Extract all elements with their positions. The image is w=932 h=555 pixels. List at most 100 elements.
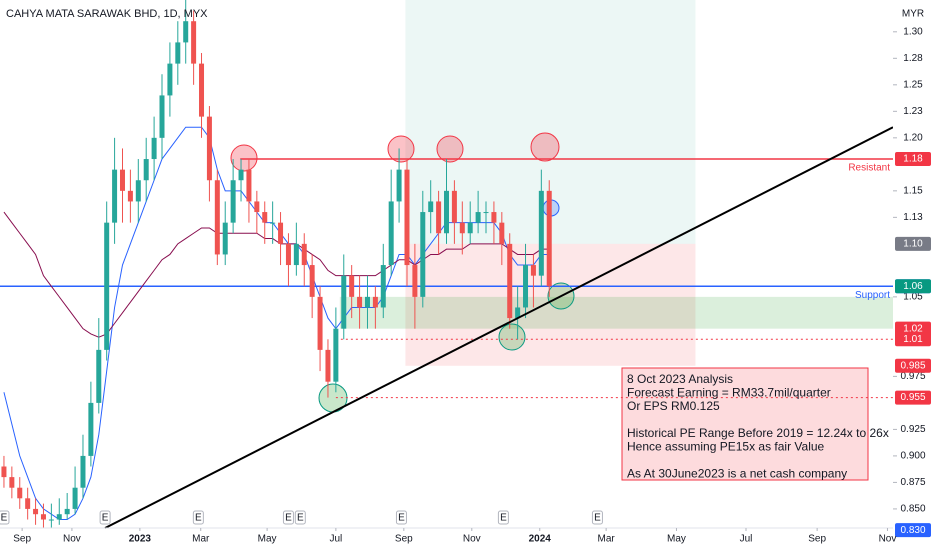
circle [530,132,560,162]
candle-body [507,243,513,319]
note-line: Hence assuming PE15x as fair Value [627,440,825,454]
x-tick-label: Sep [395,534,413,545]
candle-body [25,498,31,509]
candle-body [191,21,197,64]
candle-body [270,222,276,224]
candle-body [214,180,220,255]
candle-body [301,243,307,266]
candle-body [222,222,228,255]
event-label: E [285,513,292,524]
price-label: 0.985 [900,360,925,371]
event-marker [192,510,204,525]
candle-body [143,159,149,181]
note-box [621,367,869,481]
candle-body [17,487,23,499]
candle-body [119,169,125,191]
x-tick-label: Jul [740,534,753,545]
candle-body [372,296,378,308]
price-label: 0.955 [900,392,925,403]
candle-body [499,222,505,244]
zone [339,296,893,329]
candle-body [451,190,457,223]
event-marker [294,510,306,525]
candle-body [230,180,236,223]
price-label: 1.02 [903,323,923,334]
level-label: Resistant [848,163,890,174]
y-tick-label: 1.28 [903,53,923,64]
candle-body [515,307,521,319]
x-tick-label: May [667,534,686,545]
candle-body [151,137,157,160]
candle-body [523,265,529,308]
event-label: E [1,513,8,524]
candle-body [1,466,7,478]
price-label: 1.01 [903,334,923,345]
candle-body [33,508,39,515]
price-axis [893,0,932,550]
price-label-box [895,390,931,405]
candle-body [183,21,189,43]
price-label-box [895,321,931,336]
candle-body [475,212,481,223]
circle [387,135,415,163]
y-tick-label: 1.15 [903,185,923,196]
event-label: E [594,513,601,524]
x-tick-label: Sep [808,534,826,545]
candle-body [167,63,173,96]
candle-body [285,243,291,266]
candle-body [175,42,181,64]
candle-body [48,519,54,521]
price-label-box [895,152,931,167]
candle-body [72,487,78,509]
candle-body [262,212,268,223]
note-line: As At 30June2023 is a net cash company [627,467,847,481]
event-label: E [297,513,304,524]
candle-body [546,190,552,287]
candle-body [238,169,244,181]
x-tick-label: Mar [192,534,210,545]
candle-body [40,514,46,520]
x-tick-label: Nov [879,534,897,545]
candle-body [88,402,94,456]
event-marker [99,510,111,525]
moving-average [3,126,550,521]
candle-body [325,349,331,382]
note-line: 8 Oct 2023 Analysis [627,372,733,386]
candle-body [135,180,141,202]
event-marker [282,510,294,525]
x-tick-label: Nov [63,534,81,545]
level-label: Support [855,290,890,301]
candle-body [412,265,418,297]
candle-body [420,212,426,297]
y-tick-label: 0.875 [900,477,925,488]
circle [230,144,258,172]
candle-body [357,296,363,308]
candle-body [80,455,86,488]
y-tick-label: 1.05 [903,292,923,303]
candle-body [459,222,465,234]
candle-body [64,508,70,515]
y-tick-label: 0.850 [900,504,925,515]
candle-body [388,201,394,266]
candle-body [159,95,165,138]
y-tick-label: 1.25 [903,79,923,90]
event-marker [591,510,603,525]
moving-average [3,211,550,338]
note-line: Historical PE Range Before 2019 = 12.24x… [627,426,889,440]
candle-body [333,328,339,382]
circle [436,135,464,163]
trendline [104,126,894,529]
price-label: 0.830 [900,525,925,536]
y-tick-label: 1.20 [903,132,923,143]
price-label-box [895,523,931,538]
y-tick-label: 0.975 [900,371,925,382]
x-tick-label: 2024 [529,534,552,545]
price-label: 1.06 [903,281,923,292]
candle-body [404,169,410,266]
price-label: 1.18 [903,154,923,165]
circle [498,323,526,351]
candle-body [538,190,544,276]
candle-body [467,222,473,234]
event-label: E [195,513,202,524]
